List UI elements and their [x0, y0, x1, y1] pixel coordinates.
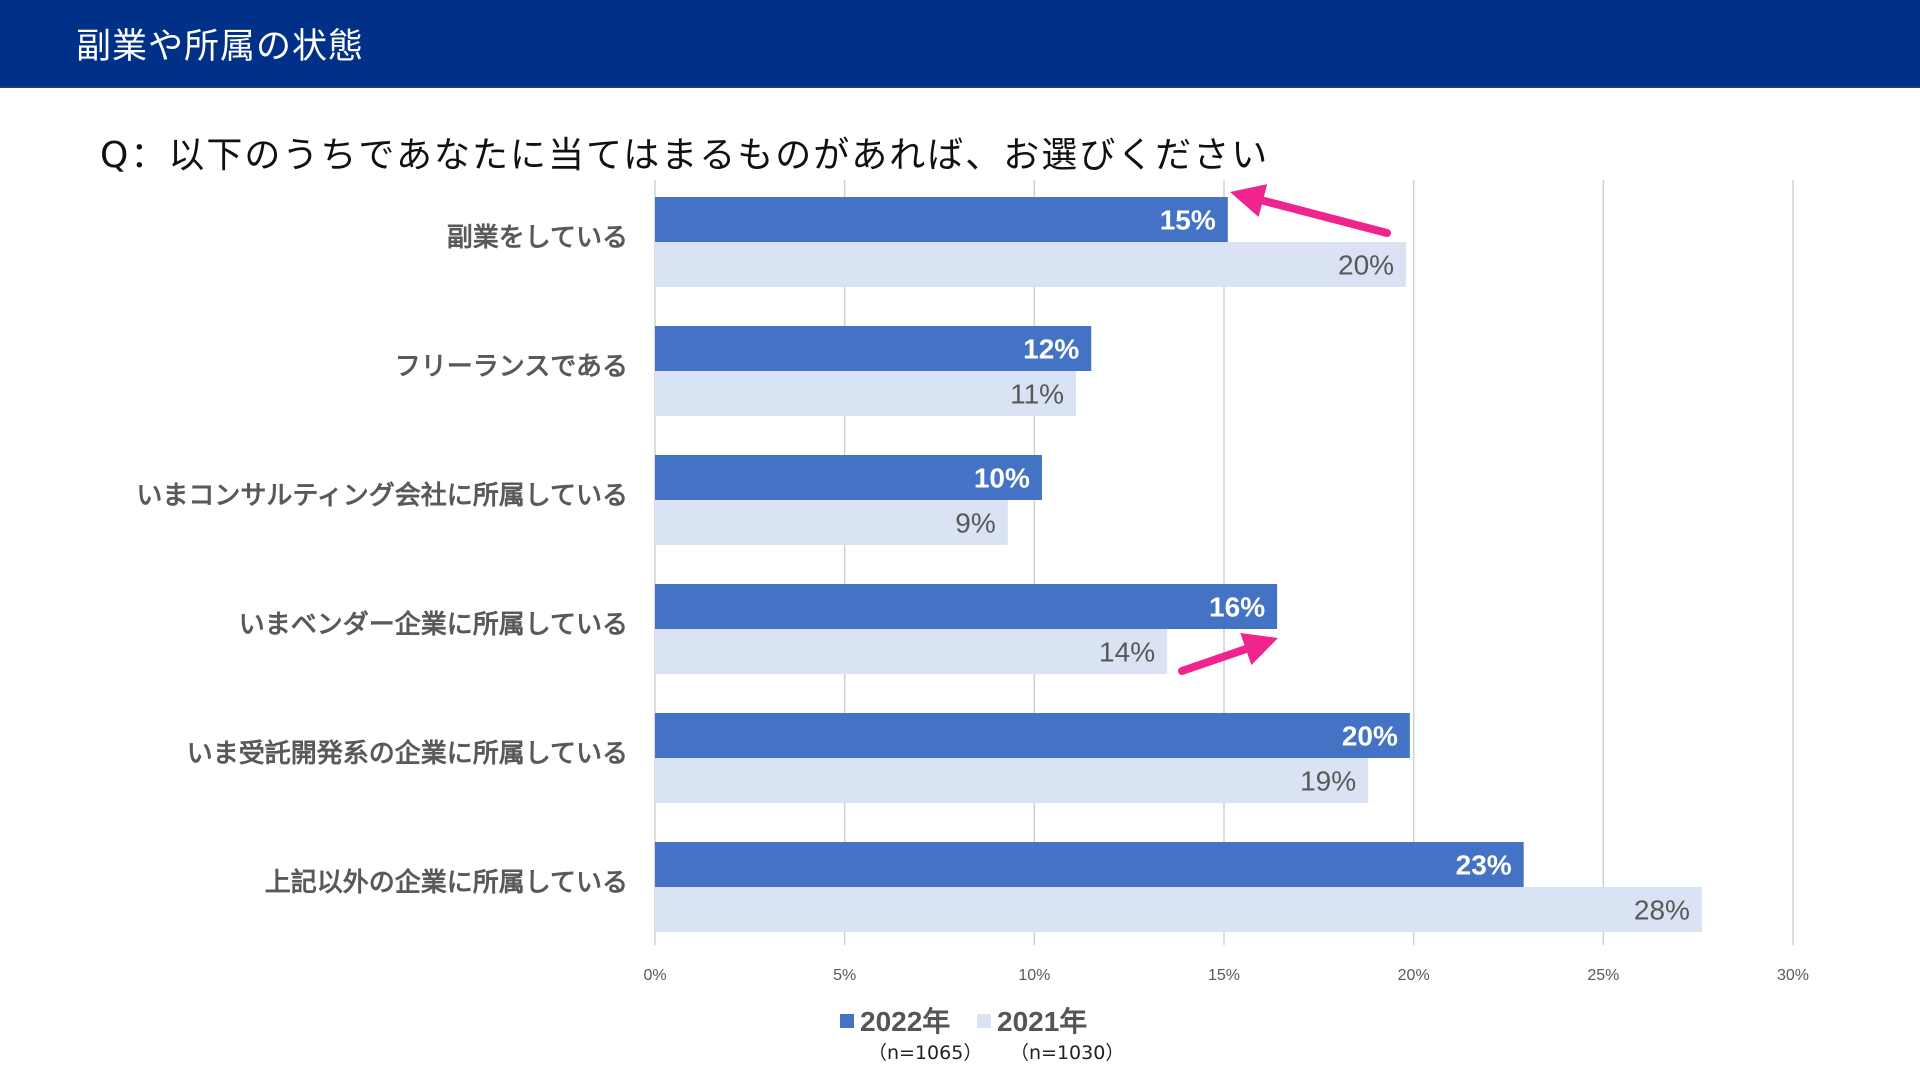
bar-2022	[655, 584, 1278, 629]
legend-note-2021: （n=1030）	[1010, 1042, 1125, 1064]
bar-2022	[655, 713, 1410, 758]
question-text: Q：以下のうちであなたに当てはまるものがあれば、お選びください	[100, 135, 1270, 176]
x-tick-label: 25%	[1587, 967, 1619, 984]
arrow-annotation-2-head	[1240, 632, 1278, 666]
bar-2021	[655, 500, 1008, 545]
category-label: 上記以外の企業に所属している	[265, 867, 628, 898]
arrow-annotation-1-head	[1230, 184, 1268, 218]
data-label-2021: 14%	[1099, 637, 1155, 668]
x-tick-label: 30%	[1777, 967, 1809, 984]
data-label-2021: 11%	[1010, 379, 1064, 410]
bar-chart: 0% 5% 10% 15% 20% 25% 30% 副業をしている 15% 20% フリーランスであ…	[136, 180, 1809, 984]
bar-2021	[655, 758, 1369, 803]
bar-2021	[655, 887, 1702, 932]
data-label-2021: 20%	[1338, 250, 1394, 281]
legend-swatch-2021	[977, 1014, 991, 1028]
x-tick-label: 10%	[1018, 967, 1050, 984]
data-label-2022: 12%	[1023, 334, 1079, 365]
x-tick-label: 0%	[643, 967, 666, 984]
data-label-2022: 23%	[1456, 850, 1512, 881]
bar-2022	[655, 455, 1042, 500]
arrow-annotation-1-shaft	[1258, 196, 1391, 237]
bar-2021	[655, 629, 1168, 674]
bar-2021	[655, 242, 1407, 287]
bar-2022	[655, 842, 1524, 887]
data-label-2022: 16%	[1209, 592, 1265, 623]
data-label-2021: 19%	[1300, 766, 1356, 797]
category-label: いまベンダー企業に所属している	[239, 609, 628, 640]
legend-swatch-2022	[840, 1014, 854, 1028]
bar-2022	[655, 326, 1092, 371]
legend-label-2022: 2022年	[860, 1006, 951, 1037]
category-label: いま受託開発系の企業に所属している	[187, 738, 628, 769]
x-tick-label: 5%	[833, 967, 856, 984]
data-label-2022: 10%	[974, 463, 1030, 494]
x-tick-label: 15%	[1208, 967, 1240, 984]
category-label: いまコンサルティング会社に所属している	[136, 480, 628, 511]
data-label-2021: 28%	[1634, 895, 1690, 926]
category-label: 副業をしている	[447, 223, 628, 253]
data-label-2022: 20%	[1342, 721, 1398, 752]
bar-2022	[655, 197, 1228, 242]
legend-label-2021: 2021年	[997, 1006, 1088, 1037]
page-title: 副業や所属の状態	[76, 27, 365, 67]
legend-note-2022: （n=1065）	[868, 1042, 983, 1064]
category-label: フリーランスである	[395, 352, 628, 382]
x-tick-label: 20%	[1398, 967, 1430, 984]
bar-2021	[655, 371, 1077, 416]
data-label-2022: 15%	[1160, 205, 1216, 236]
data-label-2021: 9%	[955, 508, 995, 539]
header-bar: 副業や所属の状態	[0, 0, 1920, 88]
arrow-annotation-2-shaft	[1178, 645, 1250, 675]
